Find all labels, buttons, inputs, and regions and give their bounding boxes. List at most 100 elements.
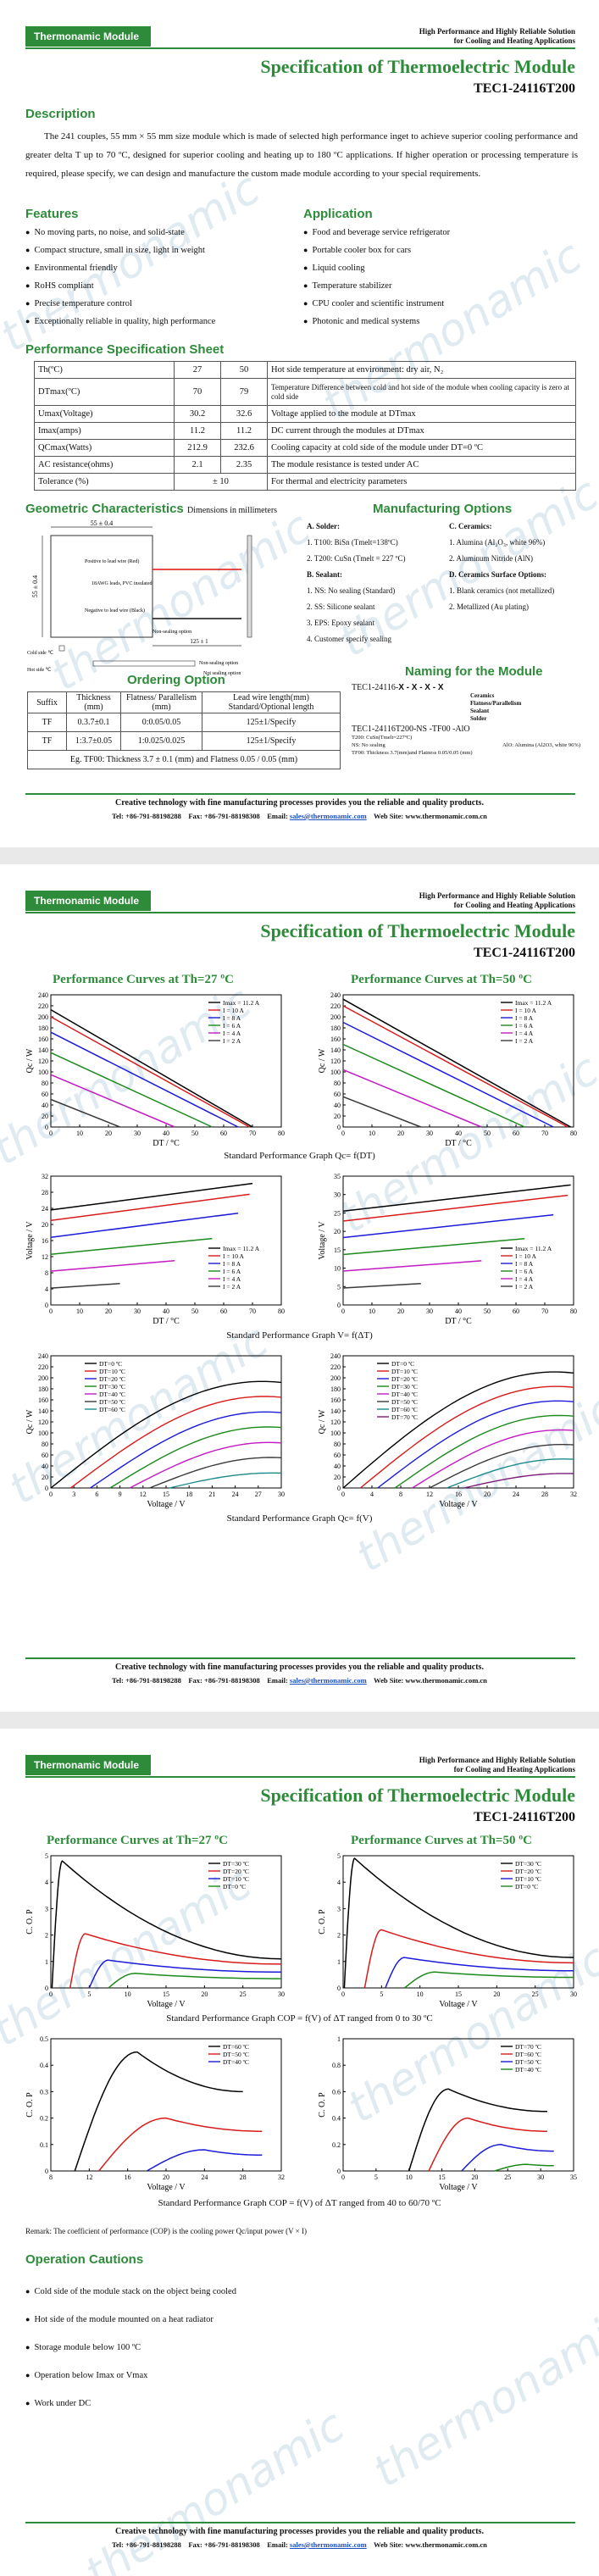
x-tick-label: 20 xyxy=(105,1307,112,1315)
y-tick-label: 80 xyxy=(334,1441,341,1448)
series-line xyxy=(108,1973,281,1989)
series-line xyxy=(50,1098,120,1128)
x-tick-label: 3 xyxy=(72,1491,75,1498)
brand-badge: Thermonamic Module xyxy=(25,891,151,911)
x-tick-label: 30 xyxy=(426,1307,433,1315)
y-axis-label: C. O. P xyxy=(25,2092,35,2118)
spec-table: Th(ºC) 27 50 Hot side temperature at enviro… xyxy=(34,361,576,491)
list-item: Photonic and medical systems xyxy=(303,313,574,330)
list-item: 1. Alumina (Al₂O₃, white 96%) xyxy=(449,538,546,547)
plot-frame xyxy=(342,994,574,1128)
x-tick-label: 50 xyxy=(191,1130,198,1137)
naming-detail: NS: No sealing xyxy=(352,742,385,748)
x-axis-label: Voltage / V xyxy=(147,2183,186,2192)
series-line xyxy=(88,1959,282,1989)
y-tick-label: 140 xyxy=(330,1046,341,1054)
wire-label: Negative to lead wire (Black) xyxy=(85,608,145,613)
caption-v-dt: Standard Performance Graph V= f(ΔT) xyxy=(226,1330,373,1341)
list-item: Hot side of the module mounted on a heat… xyxy=(25,2306,236,2334)
legend-label: DT=0 ºC xyxy=(515,1883,538,1890)
y-tick-label: 25 xyxy=(334,1209,341,1217)
tagline-line1: High Performance and Highly Reliable Sol… xyxy=(419,891,575,900)
y-tick-label: 100 xyxy=(38,1430,48,1437)
naming-detail: TF00: Thickness 3.7(mm)and Flatness 0.05… xyxy=(352,750,473,756)
column-header: Suffix xyxy=(27,691,67,713)
y-tick-label: 0 xyxy=(337,1485,341,1492)
y-tick-label: 0 xyxy=(337,1302,341,1309)
cautions-heading: Operation Cautions xyxy=(25,2252,144,2267)
y-tick-label: 80 xyxy=(42,1080,48,1087)
series-line xyxy=(50,1052,213,1128)
chart-qc-dt-27: 0 10 20 30 40 50 60 70 80 0 20 40 60 80 100 120 140 160 18… xyxy=(25,991,285,1148)
footer-email-link[interactable]: sales@thermonamic.com xyxy=(289,1676,367,1685)
caption-qc-dt: Standard Performance Graph Qc= f(DT) xyxy=(224,1151,375,1161)
legend-label: DT=10 ºC xyxy=(391,1368,418,1375)
naming-heading: Naming for the Module xyxy=(405,664,543,679)
x-tick-label: 6 xyxy=(95,1491,98,1498)
table-row: QCmax(Watts) 212.9 232.6 Cooling capacity a… xyxy=(34,439,576,457)
y-tick-label: 220 xyxy=(330,1002,341,1010)
series-line xyxy=(90,1411,282,1489)
footer-email-link[interactable]: sales@thermonamic.com xyxy=(289,812,367,820)
chart-title-50: Performance Curves at Th=50 ºC xyxy=(351,1834,533,1847)
table-cell: 0:0.05/0.05 xyxy=(120,713,202,732)
x-axis-label: Voltage / V xyxy=(147,2000,186,2009)
x-tick-label: 80 xyxy=(570,1307,577,1315)
series-line xyxy=(50,1193,250,1222)
model-number: TEC1-24116T200 xyxy=(473,946,575,960)
table-row: TF 1:3.7±0.05 1:0.025/0.025 125±1/Specify xyxy=(27,731,341,751)
y-tick-label: 60 xyxy=(42,1091,48,1098)
page-2: thermonamic thermonamic thermonamic ther… xyxy=(0,864,599,1712)
series-line xyxy=(69,1396,282,1489)
x-axis-label: DT / °C xyxy=(153,1139,180,1148)
series-line xyxy=(359,1385,574,1489)
list-item: Environmental friendly xyxy=(25,259,297,277)
table-row: TF 0.3.7±0.1 0:0.05/0.05 125±1/Specify xyxy=(27,713,341,732)
x-tick-label: 30 xyxy=(278,1990,285,1998)
page-header: Thermonamic Module High Performance and … xyxy=(0,0,599,47)
caption-cop-a: Standard Performance Graph COP = f(V) of… xyxy=(166,2013,433,2024)
dim-label: 125 ± 1 xyxy=(190,638,208,645)
series-line xyxy=(342,1005,568,1128)
series-line xyxy=(343,1857,574,1989)
param-cell: Imax(amps) xyxy=(34,422,175,440)
footer-email-label: Email: xyxy=(267,812,288,820)
y-tick-label: 12 xyxy=(42,1253,48,1261)
chart-cop-b-50: 0 5 10 15 20 25 30 35 0 0.2 0.4 0.6 0.8 1 Voltage / V C… xyxy=(318,2035,577,2192)
footer-contacts: Tel: +86-791-88198288 Fax: +86-791-88198… xyxy=(0,812,599,820)
series-line xyxy=(463,1473,574,1489)
x-tick-label: 20 xyxy=(493,1990,500,1998)
watermark: thermonamic xyxy=(364,2298,599,2498)
solder-title: A. Solder: xyxy=(307,522,340,530)
x-tick-label: 60 xyxy=(513,1130,519,1137)
chart-cop-b-27: 8 12 16 20 24 28 32 0 0.1 0.2 0.3 0.4 0.5 Voltage / V… xyxy=(25,2035,285,2192)
x-tick-label: 0 xyxy=(341,1491,345,1498)
value-cell: 11.2 xyxy=(174,422,221,440)
y-axis-label: Voltage / V xyxy=(318,1221,327,1260)
legend-label: I = 2 A xyxy=(515,1037,534,1045)
y-tick-label: 20 xyxy=(42,1474,48,1481)
list-item: 4. Customer specify sealing xyxy=(307,635,391,643)
features-list: No moving parts, no noise, and solid-sta… xyxy=(25,224,297,330)
header-tagline: High Performance and Highly Reliable Sol… xyxy=(355,1756,575,1774)
naming-block: TEC1-24116-X - X - X - X Ceramics Flatne… xyxy=(352,683,580,757)
table-cell: Eg. TF00: Thickness 3.7 ± 0.1 (mm) and F… xyxy=(27,750,341,769)
y-tick-label: 100 xyxy=(330,1430,341,1437)
series-line xyxy=(50,1031,239,1128)
note-cell: The module resistance is tested under AC xyxy=(267,456,576,474)
x-tick-label: 60 xyxy=(220,1307,227,1315)
x-tick-label: 35 xyxy=(570,2174,577,2181)
table-cell: 125±1/Specify xyxy=(202,713,341,732)
x-tick-label: 5 xyxy=(87,1990,91,1998)
x-tick-label: 0 xyxy=(49,1491,53,1498)
legend-label: I = 6 A xyxy=(515,1022,534,1030)
x-tick-label: 70 xyxy=(249,1307,256,1315)
y-tick-label: 32 xyxy=(42,1173,48,1180)
naming-detail: T200: CuSn(Tmelt=227ºC) xyxy=(352,735,413,741)
y-tick-label: 3 xyxy=(45,1905,48,1913)
legend-label: I = 10 A xyxy=(515,1252,536,1260)
y-tick-label: 1 xyxy=(337,2035,341,2043)
x-tick-label: 15 xyxy=(455,1990,462,1998)
value-cell: 50 xyxy=(220,361,268,379)
legend-label: DT=20 ºC xyxy=(391,1375,418,1383)
